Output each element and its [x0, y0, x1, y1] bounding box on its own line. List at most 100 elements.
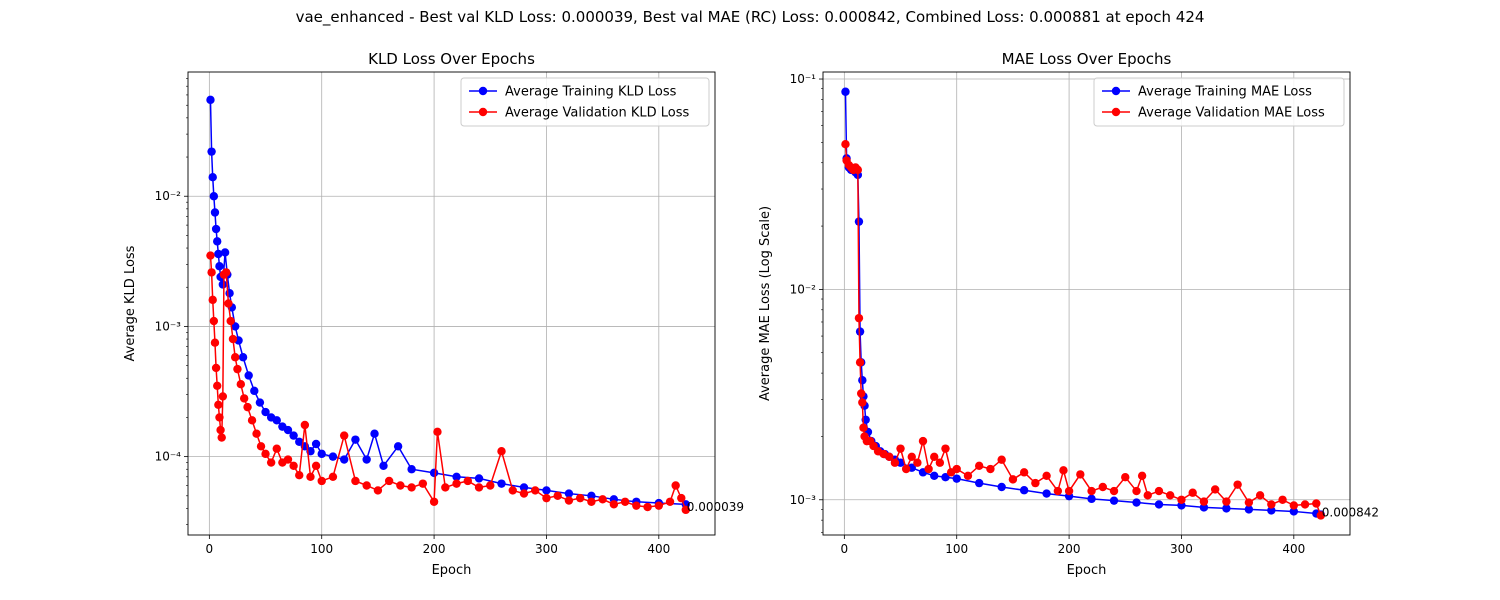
- mae-legend-label-training: Average Training MAE Loss: [1138, 85, 1312, 100]
- kld-validation-point: [441, 483, 450, 492]
- kld-validation-point: [598, 495, 607, 504]
- kld-training-point: [261, 407, 270, 417]
- kld-x-tick-label: 100: [310, 542, 333, 556]
- kld-training-point: [295, 437, 304, 446]
- mae-validation-point: [918, 436, 928, 446]
- kld-x-tick-label: 200: [423, 542, 446, 556]
- mae-validation-series: [841, 140, 1325, 520]
- mae-training-line: [844, 91, 1321, 516]
- kld-validation-point: [213, 381, 222, 390]
- kld-x-tick-label: 300: [535, 542, 558, 556]
- kld-final-value-annotation: 0.000039: [687, 500, 744, 514]
- mae-validation-point: [913, 458, 922, 467]
- kld-training-point: [564, 489, 574, 498]
- mae-validation-point: [1278, 495, 1287, 504]
- kld-validation-point: [247, 416, 257, 425]
- kld-validation-point: [429, 497, 439, 506]
- kld-y-axis-label: Average KLD Loss: [123, 245, 138, 361]
- kld-validation-point: [261, 449, 270, 459]
- kld-validation-point: [396, 481, 405, 490]
- mae-validation-point: [859, 423, 868, 432]
- mae-training-point: [841, 87, 850, 96]
- kld-validation-point: [362, 481, 371, 490]
- mae-training-point: [1222, 504, 1231, 513]
- mae-training-point: [952, 474, 961, 483]
- kld-training-point: [497, 479, 506, 488]
- mae-validation-point: [1008, 475, 1018, 484]
- mae-validation-point: [986, 464, 995, 474]
- mae-validation-point: [935, 458, 945, 467]
- mae-training-point: [974, 478, 984, 488]
- kld-validation-point: [643, 502, 652, 512]
- kld-training-point: [250, 386, 259, 396]
- kld-training-point: [370, 429, 379, 438]
- mae-validation-point: [857, 389, 866, 398]
- mae-validation-point: [1255, 491, 1265, 500]
- kld-validation-point: [452, 479, 461, 488]
- kld-validation-point: [575, 493, 585, 503]
- kld-training-point: [211, 224, 221, 234]
- kld-validation-point: [214, 400, 223, 410]
- mae-training-point: [997, 482, 1006, 492]
- kld-validation-point: [266, 458, 276, 467]
- mae-x-tick-label: 400: [1282, 542, 1305, 556]
- kld-training-point: [429, 468, 439, 478]
- mae-validation-point: [1210, 485, 1220, 494]
- kld-training-point: [452, 472, 461, 481]
- mae-legend-marker-training: [1111, 86, 1121, 96]
- kld-validation-point: [272, 444, 281, 453]
- kld-validation-point: [306, 472, 315, 481]
- kld-validation-point: [373, 486, 383, 495]
- kld-training-point: [244, 371, 253, 380]
- kld-validation-point: [207, 268, 216, 277]
- kld-validation-point: [508, 486, 517, 495]
- kld-legend-marker-validation: [478, 107, 488, 117]
- mae-final-value-annotation: 0.000842: [1322, 505, 1379, 519]
- kld-validation-point: [233, 364, 242, 374]
- kld-validation-point: [283, 455, 293, 464]
- kld-validation-point: [243, 402, 252, 412]
- kld-validation-point: [230, 353, 240, 362]
- kld-validation-point: [542, 493, 551, 503]
- kld-validation-point: [620, 497, 630, 506]
- mae-validation-point: [1177, 495, 1186, 504]
- mae-y-tick-label: 10⁻³: [790, 493, 817, 507]
- mae-validation-point: [1188, 488, 1197, 497]
- kld-validation-point: [564, 496, 574, 505]
- mae-x-tick-label: 0: [841, 542, 849, 556]
- mae-validation-point: [1109, 486, 1119, 496]
- mae-loss-panel: 0 100 200 300 400 10⁻³ 10⁻² 10⁻¹ 0.000842 MAE Los…: [758, 50, 1379, 578]
- kld-training-point: [519, 483, 529, 492]
- kld-chart-title: KLD Loss Over Epochs: [368, 50, 535, 68]
- kld-validation-point: [208, 295, 217, 305]
- kld-training-point: [207, 147, 216, 156]
- kld-validation-point: [418, 479, 428, 488]
- kld-validation-point: [497, 447, 506, 456]
- mae-validation-point: [1244, 498, 1254, 507]
- mae-validation-point: [1154, 486, 1164, 496]
- kld-validation-point: [252, 429, 261, 438]
- mae-training-point: [1019, 486, 1029, 495]
- mae-validation-point: [974, 461, 984, 471]
- kld-validation-point: [317, 476, 326, 486]
- kld-legend-marker-training: [478, 86, 488, 96]
- kld-validation-point: [632, 501, 641, 510]
- mae-validation-point: [1222, 497, 1231, 506]
- kld-training-point: [328, 452, 338, 461]
- mae-axes-frame: [822, 71, 1351, 536]
- kld-legend-label-validation: Average Validation KLD Loss: [505, 106, 689, 121]
- kld-validation-point: [289, 461, 298, 471]
- mae-validation-point: [1098, 482, 1107, 492]
- mae-validation-point: [1031, 478, 1040, 488]
- mae-validation-point: [1199, 497, 1209, 506]
- kld-validation-point: [519, 489, 529, 498]
- mae-validation-point: [1166, 491, 1175, 500]
- mae-y-axis-label: Average MAE Loss (Log Scale): [758, 206, 773, 401]
- kld-validation-series: [206, 251, 690, 515]
- kld-validation-point: [216, 425, 225, 435]
- mae-validation-point: [1059, 466, 1068, 475]
- mae-validation-point: [1300, 500, 1310, 509]
- kld-validation-point: [236, 379, 246, 389]
- kld-training-point: [218, 280, 228, 289]
